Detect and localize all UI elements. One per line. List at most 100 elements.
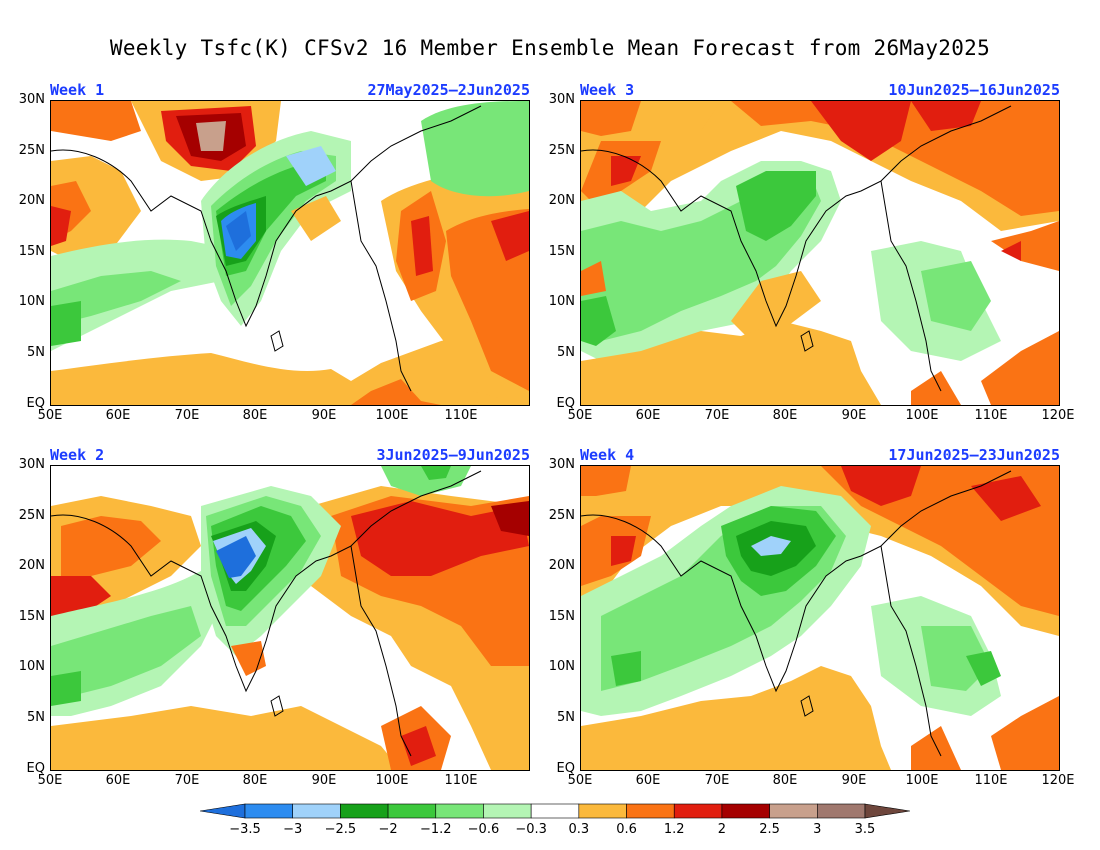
lon-label: 100E bbox=[375, 773, 409, 788]
lon-label: 110E bbox=[974, 408, 1008, 423]
lon-label: 80E bbox=[772, 773, 798, 788]
colorbar-swatch bbox=[244, 803, 293, 819]
colorbar-label: −3 bbox=[283, 822, 303, 837]
anomaly-map bbox=[581, 101, 1059, 405]
lon-label: 60E bbox=[105, 773, 131, 788]
lon-label: 80E bbox=[242, 773, 268, 788]
colorbar-swatch bbox=[864, 803, 911, 819]
colorbar-swatch bbox=[199, 803, 246, 819]
lat-label: 10N bbox=[18, 294, 45, 309]
map-frame bbox=[580, 465, 1060, 771]
lat-label: 15N bbox=[18, 609, 45, 624]
panel-date-range: 10Jun2025–16Jun2025 bbox=[888, 81, 1060, 99]
lat-label: 30N bbox=[18, 457, 45, 472]
lat-label: EQ bbox=[556, 396, 575, 411]
lon-label: 110E bbox=[974, 773, 1008, 788]
colorbar-label: 1.2 bbox=[663, 822, 685, 837]
lon-label: 50E bbox=[37, 408, 63, 423]
colorbar: −3.5 −3 −2.5 −2 −1.2 −0.6 −0.3 0.3 0.6 1.2 2 2.5 3 3.… bbox=[199, 802, 911, 844]
panel-date-range: 3Jun2025–9Jun2025 bbox=[376, 446, 530, 464]
panel-label: Week 4 bbox=[580, 446, 635, 464]
lat-label: 30N bbox=[548, 92, 575, 107]
lon-label: 90E bbox=[311, 408, 337, 423]
anomaly-map bbox=[51, 466, 529, 770]
colorbar-label: 2.5 bbox=[759, 822, 780, 837]
lat-label: 25N bbox=[548, 143, 575, 158]
lat-label: 15N bbox=[548, 244, 575, 259]
panel-week-3: Week 3 10Jun2025–16Jun2025 bbox=[549, 81, 1075, 423]
lon-label: 90E bbox=[841, 408, 867, 423]
colorbar-label: 2 bbox=[717, 822, 727, 837]
lat-label: 25N bbox=[18, 143, 45, 158]
colorbar-label: −0.3 bbox=[515, 822, 547, 837]
panel-week-1: Week 1 27May2025–2Jun2025 bbox=[19, 81, 530, 423]
colorbar-label: 0.6 bbox=[616, 822, 637, 837]
colorbar-label: −2 bbox=[378, 822, 398, 837]
panel-label: Week 1 bbox=[50, 81, 105, 99]
lon-label: 70E bbox=[704, 408, 730, 423]
lat-label: 25N bbox=[18, 508, 45, 523]
lat-label: 20N bbox=[548, 558, 575, 573]
lat-label: 5N bbox=[557, 710, 575, 725]
colorbar-swatch bbox=[626, 803, 675, 819]
lat-label: 5N bbox=[27, 710, 45, 725]
panel-label: Week 2 bbox=[50, 446, 105, 464]
lat-label: 20N bbox=[18, 558, 45, 573]
lon-label: 100E bbox=[375, 408, 409, 423]
lat-label: EQ bbox=[26, 761, 45, 776]
lat-label: 10N bbox=[548, 294, 575, 309]
panel-week-4: Week 4 17Jun2025–23Jun2025 bbox=[549, 446, 1075, 788]
lon-label: 60E bbox=[105, 408, 131, 423]
lon-label: 70E bbox=[174, 773, 200, 788]
colorbar-swatch bbox=[340, 803, 389, 819]
lat-label: EQ bbox=[556, 761, 575, 776]
lat-label: EQ bbox=[26, 396, 45, 411]
lat-label: 10N bbox=[18, 659, 45, 674]
lon-label: 50E bbox=[567, 408, 593, 423]
lat-label: 20N bbox=[548, 193, 575, 208]
lon-label: 60E bbox=[635, 408, 661, 423]
lon-label: 80E bbox=[242, 408, 268, 423]
lon-label: 70E bbox=[704, 773, 730, 788]
lat-label: 20N bbox=[18, 193, 45, 208]
lat-label: 5N bbox=[557, 345, 575, 360]
anomaly-map bbox=[51, 101, 529, 405]
lon-label: 100E bbox=[905, 773, 939, 788]
colorbar-swatch bbox=[435, 803, 484, 819]
colorbar-label: 3.5 bbox=[854, 822, 876, 837]
anomaly-map bbox=[581, 466, 1059, 770]
main-title: Weekly Tsfc(K) CFSv2 16 Member Ensemble … bbox=[109, 36, 991, 60]
colorbar-swatches bbox=[199, 803, 911, 819]
lon-label: 60E bbox=[635, 773, 661, 788]
lat-label: 10N bbox=[548, 659, 575, 674]
lon-label: 90E bbox=[841, 773, 867, 788]
lon-label: 50E bbox=[567, 773, 593, 788]
lon-label: 110E bbox=[444, 773, 478, 788]
colorbar-label: −3.5 bbox=[229, 822, 261, 837]
lon-label: 120E bbox=[1041, 408, 1075, 423]
panel-date-range: 27May2025–2Jun2025 bbox=[367, 81, 530, 99]
colorbar-label: −1.2 bbox=[419, 822, 452, 837]
colorbar-swatch bbox=[483, 803, 532, 819]
colorbar-label: −0.6 bbox=[467, 822, 500, 837]
map-frame bbox=[50, 465, 530, 771]
lon-label: 50E bbox=[37, 773, 63, 788]
colorbar-swatch bbox=[530, 803, 580, 819]
colorbar-swatch bbox=[387, 803, 437, 819]
lon-label: 90E bbox=[311, 773, 337, 788]
lon-label: 80E bbox=[772, 408, 798, 423]
lat-label: 15N bbox=[18, 244, 45, 259]
colorbar-swatch bbox=[769, 803, 818, 819]
map-frame bbox=[580, 100, 1060, 406]
colorbar-label: 3 bbox=[813, 822, 822, 837]
colorbar-swatch bbox=[292, 803, 341, 819]
lat-label: 5N bbox=[27, 345, 45, 360]
lat-label: 30N bbox=[18, 92, 45, 107]
panel-week-2: Week 2 3Jun2025–9Jun2025 bbox=[19, 446, 530, 788]
lon-label: 100E bbox=[905, 408, 939, 423]
map-frame bbox=[50, 100, 530, 406]
lon-label: 70E bbox=[174, 408, 200, 423]
colorbar-label: 0.3 bbox=[568, 822, 590, 837]
colorbar-label: −2.5 bbox=[324, 822, 357, 837]
colorbar-swatch bbox=[721, 803, 770, 819]
